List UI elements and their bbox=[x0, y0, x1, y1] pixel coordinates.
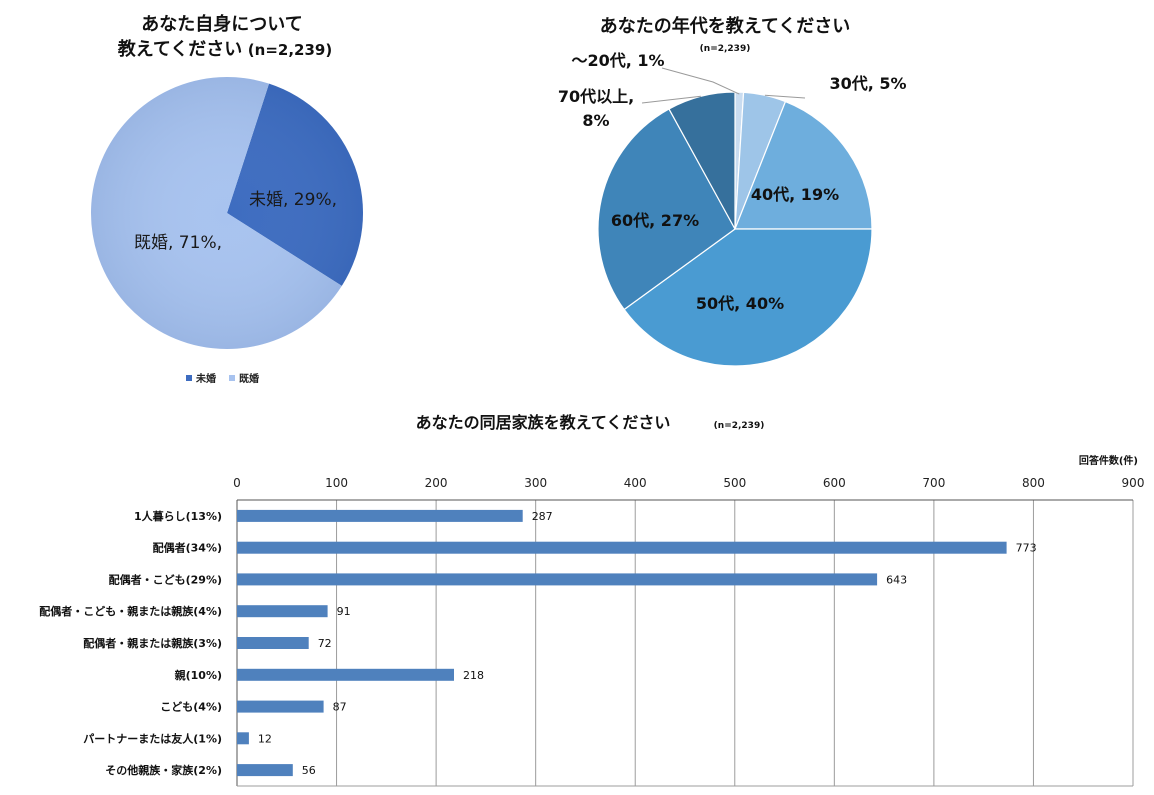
category-label-4: 配偶者・親または親族(3%) bbox=[83, 636, 222, 650]
legend-swatch-married bbox=[229, 375, 235, 381]
x-tick-label-0: 0 bbox=[233, 476, 241, 490]
bar-8 bbox=[237, 764, 293, 777]
marital-chart-sample-size: (n=2,239) bbox=[248, 41, 332, 59]
bar-value-label-2: 643 bbox=[886, 573, 907, 586]
age-slice-label-2: 40代, 19% bbox=[751, 185, 839, 204]
age-chart-title: あなたの年代を教えてください bbox=[600, 15, 851, 37]
x-tick-label-400: 400 bbox=[624, 476, 647, 490]
age-slice-label-5-line-1: 8% bbox=[582, 111, 609, 130]
marital-legend: 未婚 既婚 bbox=[186, 372, 259, 385]
bar-2 bbox=[237, 573, 878, 586]
household-chart: あなたの同居家族を教えてください (n=2,239) 回答件数(件) 0 100 2… bbox=[39, 413, 1145, 787]
bar-5 bbox=[237, 668, 454, 681]
bar-3 bbox=[237, 605, 328, 618]
age-slice-label-3: 50代, 40% bbox=[696, 294, 784, 313]
bar-value-label-0: 287 bbox=[532, 510, 553, 523]
age-leader-line-30s bbox=[764, 94, 806, 99]
marital-slice-label-unmarried: 未婚, 29%, bbox=[249, 190, 337, 210]
category-label-5: 親(10%) bbox=[175, 668, 222, 682]
x-tick-label-900: 900 bbox=[1122, 476, 1145, 490]
category-label-2: 配偶者・こども(29%) bbox=[109, 572, 222, 586]
bar-value-label-7: 12 bbox=[258, 732, 272, 745]
age-slice-label-4: 60代, 27% bbox=[611, 211, 699, 230]
household-bar-plot: 0 100 200 300 400 500 600 700 800 900 1人暮らし(13%) 28… bbox=[39, 476, 1145, 787]
age-chart-sample-size: (n=2,239) bbox=[700, 44, 751, 54]
bar-1 bbox=[237, 541, 1007, 554]
bar-value-label-5: 218 bbox=[463, 669, 484, 682]
age-slice-label-0: ～20代, 1% bbox=[571, 51, 664, 70]
age-slice-label-1: 30代, 5% bbox=[829, 74, 906, 93]
x-tick-label-600: 600 bbox=[823, 476, 846, 490]
x-tick-label-100: 100 bbox=[325, 476, 348, 490]
marital-status-chart: あなた自身について 教えてください (n=2,239) 未婚, 29%, 既婚, … bbox=[90, 13, 363, 385]
marital-pie: 未婚, 29%, 既婚, 71%, bbox=[90, 77, 363, 350]
bar-value-label-8: 56 bbox=[302, 764, 316, 777]
household-axis-unit: 回答件数(件) bbox=[1079, 454, 1138, 467]
x-tick-label-300: 300 bbox=[524, 476, 547, 490]
category-label-8: その他親族・家族(2%) bbox=[105, 763, 222, 777]
bar-value-label-4: 72 bbox=[318, 637, 332, 650]
marital-chart-title-line2: 教えてください bbox=[118, 38, 243, 60]
bar-4 bbox=[237, 637, 309, 649]
category-label-6: こども(4%) bbox=[160, 701, 222, 714]
category-label-0: 1人暮らし(13%) bbox=[134, 509, 222, 523]
age-leader-line-70plus bbox=[641, 95, 701, 104]
bar-0 bbox=[237, 509, 523, 522]
age-slice-label-5: 70代以上, 8% bbox=[558, 87, 634, 130]
bar-value-label-6: 87 bbox=[333, 701, 347, 714]
age-pie: ～20代, 1% 30代, 5% 40代, 19% 50代, 40% 60代, 27% 7… bbox=[558, 51, 907, 367]
x-tick-label-800: 800 bbox=[1022, 476, 1045, 490]
x-tick-label-700: 700 bbox=[922, 476, 945, 490]
marital-pie-shade bbox=[91, 77, 363, 349]
bar-6 bbox=[237, 700, 324, 713]
household-chart-title: あなたの同居家族を教えてください bbox=[416, 413, 671, 432]
age-leader-line-under20 bbox=[661, 67, 740, 95]
age-slice-label-5-line-0: 70代以上, bbox=[558, 87, 634, 106]
x-tick-label-500: 500 bbox=[723, 476, 746, 490]
x-tick-label-200: 200 bbox=[425, 476, 448, 490]
household-chart-sample-size: (n=2,239) bbox=[714, 421, 765, 431]
category-label-7: パートナーまたは友人(1%) bbox=[83, 731, 222, 745]
marital-slice-label-married: 既婚, 71%, bbox=[134, 233, 222, 253]
legend-label-unmarried: 未婚 bbox=[195, 372, 216, 385]
bar-value-label-3: 91 bbox=[337, 605, 351, 618]
age-slice-3 bbox=[623, 228, 873, 367]
category-label-1: 配偶者(34%) bbox=[153, 541, 222, 555]
age-group-chart: あなたの年代を教えてください (n=2,239) ～20代, 1% 30代, 5%… bbox=[558, 15, 907, 367]
category-label-3: 配偶者・こども・親または親族(4%) bbox=[39, 604, 222, 618]
age-slice-2 bbox=[734, 100, 873, 230]
bar-7 bbox=[237, 732, 249, 745]
legend-swatch-unmarried bbox=[186, 375, 192, 381]
legend-label-married: 既婚 bbox=[239, 372, 259, 385]
age-slice-4 bbox=[597, 108, 736, 311]
bar-value-label-1: 773 bbox=[1016, 542, 1037, 555]
marital-chart-title-line1: あなた自身について bbox=[141, 13, 302, 35]
